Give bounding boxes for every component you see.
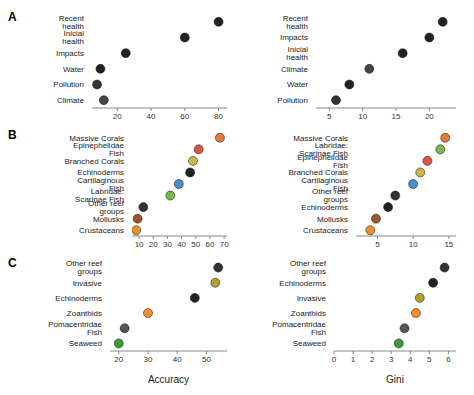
svg-text:20: 20	[425, 112, 434, 121]
svg-text:3: 3	[389, 355, 394, 364]
svg-text:Pollution: Pollution	[277, 96, 308, 105]
svg-text:Zoanthids: Zoanthids	[291, 309, 326, 318]
svg-text:Other reefgroups: Other reefgroups	[88, 199, 125, 216]
svg-text:20: 20	[114, 355, 123, 364]
svg-text:60: 60	[206, 240, 215, 249]
svg-text:Water: Water	[63, 65, 84, 74]
svg-text:Gini: Gini	[386, 374, 404, 385]
svg-text:Climate: Climate	[281, 65, 309, 74]
svg-text:Invasive: Invasive	[73, 279, 103, 288]
svg-text:Seaweed: Seaweed	[69, 339, 102, 348]
svg-text:Echinoderms: Echinoderms	[279, 279, 326, 288]
svg-text:Other reefgroups: Other reefgroups	[290, 259, 327, 276]
svg-text:5: 5	[427, 355, 432, 364]
svg-text:30: 30	[163, 240, 172, 249]
svg-text:80: 80	[214, 112, 223, 121]
svg-text:Crustaceans: Crustaceans	[79, 226, 124, 235]
svg-text:10: 10	[358, 112, 367, 121]
svg-text:10: 10	[409, 240, 418, 249]
svg-text:50: 50	[202, 355, 211, 364]
svg-text:Impacts: Impacts	[56, 49, 84, 58]
svg-text:Mollusks: Mollusks	[93, 215, 124, 224]
svg-text:Zoanthids: Zoanthids	[67, 309, 102, 318]
svg-text:Echinoderms: Echinoderms	[55, 294, 102, 303]
svg-text:Impacts: Impacts	[280, 33, 308, 42]
svg-text:40: 40	[173, 355, 182, 364]
svg-text:Invasive: Invasive	[297, 294, 327, 303]
svg-text:Pollution: Pollution	[53, 80, 84, 89]
svg-text:Crustaceans: Crustaceans	[303, 226, 348, 235]
svg-text:60: 60	[180, 112, 189, 121]
svg-text:PomacentridaeFish: PomacentridaeFish	[272, 320, 326, 337]
svg-text:Other reefgroups: Other reefgroups	[66, 259, 103, 276]
svg-text:5: 5	[327, 112, 332, 121]
svg-text:40: 40	[147, 112, 156, 121]
svg-text:Seaweed: Seaweed	[293, 339, 326, 348]
svg-text:20: 20	[113, 112, 122, 121]
svg-text:Recenthealth: Recenthealth	[283, 14, 309, 31]
svg-text:Mollusks: Mollusks	[317, 215, 348, 224]
svg-text:Climate: Climate	[57, 96, 85, 105]
svg-text:Other reefgroups: Other reefgroups	[312, 187, 349, 204]
svg-text:Recenthealth: Recenthealth	[59, 14, 85, 31]
svg-text:0: 0	[332, 355, 337, 364]
svg-text:40: 40	[177, 240, 186, 249]
svg-text:2: 2	[370, 355, 375, 364]
svg-text:Inicialhealth: Inicialhealth	[286, 45, 308, 62]
svg-text:20: 20	[149, 240, 158, 249]
svg-text:10: 10	[135, 240, 144, 249]
svg-text:15: 15	[444, 240, 453, 249]
svg-text:Branched Corals: Branched Corals	[64, 157, 124, 166]
svg-text:Inicialhealth: Inicialhealth	[62, 29, 84, 46]
svg-text:4: 4	[408, 355, 413, 364]
svg-text:PomacentridaeFish: PomacentridaeFish	[48, 320, 102, 337]
svg-text:5: 5	[375, 240, 380, 249]
svg-text:30: 30	[144, 355, 153, 364]
svg-text:6: 6	[446, 355, 451, 364]
svg-text:EpinephelidaeFish: EpinephelidaeFish	[73, 141, 124, 158]
svg-text:Water: Water	[287, 80, 308, 89]
svg-text:Echinoderms: Echinoderms	[301, 203, 348, 212]
svg-text:15: 15	[392, 112, 401, 121]
svg-text:Accuracy: Accuracy	[148, 374, 189, 385]
svg-text:50: 50	[191, 240, 200, 249]
svg-text:1: 1	[351, 355, 356, 364]
svg-text:EpinephelidaeFish: EpinephelidaeFish	[297, 153, 348, 170]
svg-text:70: 70	[220, 240, 229, 249]
